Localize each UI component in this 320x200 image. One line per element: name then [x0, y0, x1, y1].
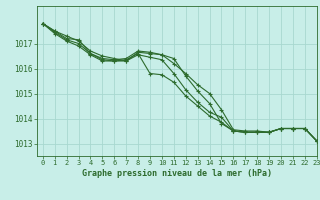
X-axis label: Graphe pression niveau de la mer (hPa): Graphe pression niveau de la mer (hPa) — [82, 169, 272, 178]
